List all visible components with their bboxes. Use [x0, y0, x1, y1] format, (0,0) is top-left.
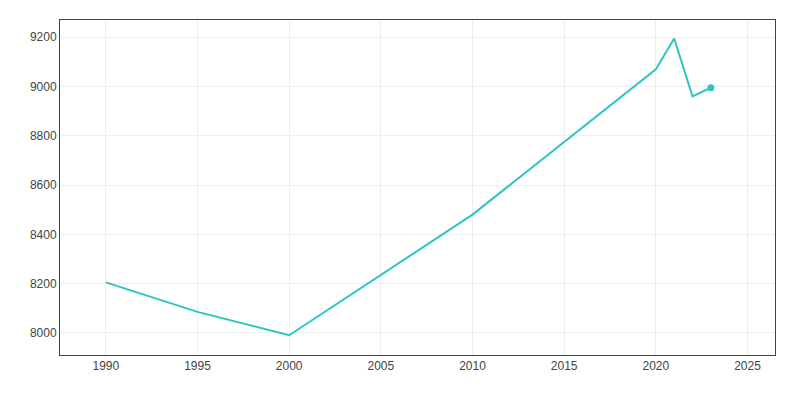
- svg-text:2015: 2015: [551, 359, 578, 373]
- svg-text:1990: 1990: [92, 359, 119, 373]
- svg-text:8200: 8200: [30, 277, 57, 291]
- svg-text:2010: 2010: [459, 359, 486, 373]
- svg-text:2020: 2020: [642, 359, 669, 373]
- svg-text:8400: 8400: [30, 228, 57, 242]
- svg-text:9000: 9000: [30, 80, 57, 94]
- svg-text:8000: 8000: [30, 326, 57, 340]
- svg-text:1995: 1995: [184, 359, 211, 373]
- svg-text:2005: 2005: [367, 359, 394, 373]
- svg-text:8600: 8600: [30, 178, 57, 192]
- svg-text:2025: 2025: [734, 359, 761, 373]
- svg-text:8800: 8800: [30, 129, 57, 143]
- svg-text:2000: 2000: [276, 359, 303, 373]
- svg-text:9200: 9200: [30, 30, 57, 44]
